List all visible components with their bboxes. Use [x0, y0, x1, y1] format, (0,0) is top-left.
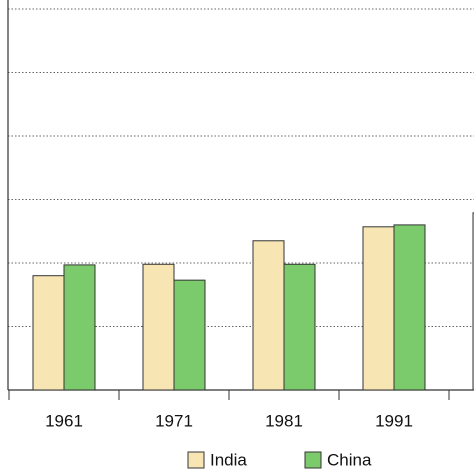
bar [63, 264, 96, 391]
x-tick-label: 1981 [265, 411, 303, 430]
x-tick-label: 1971 [155, 411, 193, 430]
x-tick-label: 1961 [45, 411, 83, 430]
bar [283, 263, 316, 391]
legend-swatch [187, 451, 205, 469]
legend-label: China [327, 450, 372, 469]
x-tick-label: 1991 [375, 411, 413, 430]
bar [142, 263, 175, 391]
bar [32, 275, 65, 391]
bar [252, 240, 285, 391]
bar [173, 279, 206, 391]
bar [393, 224, 426, 391]
bar [362, 226, 395, 391]
legend-swatch [304, 451, 322, 469]
legend-label: India [210, 450, 247, 469]
